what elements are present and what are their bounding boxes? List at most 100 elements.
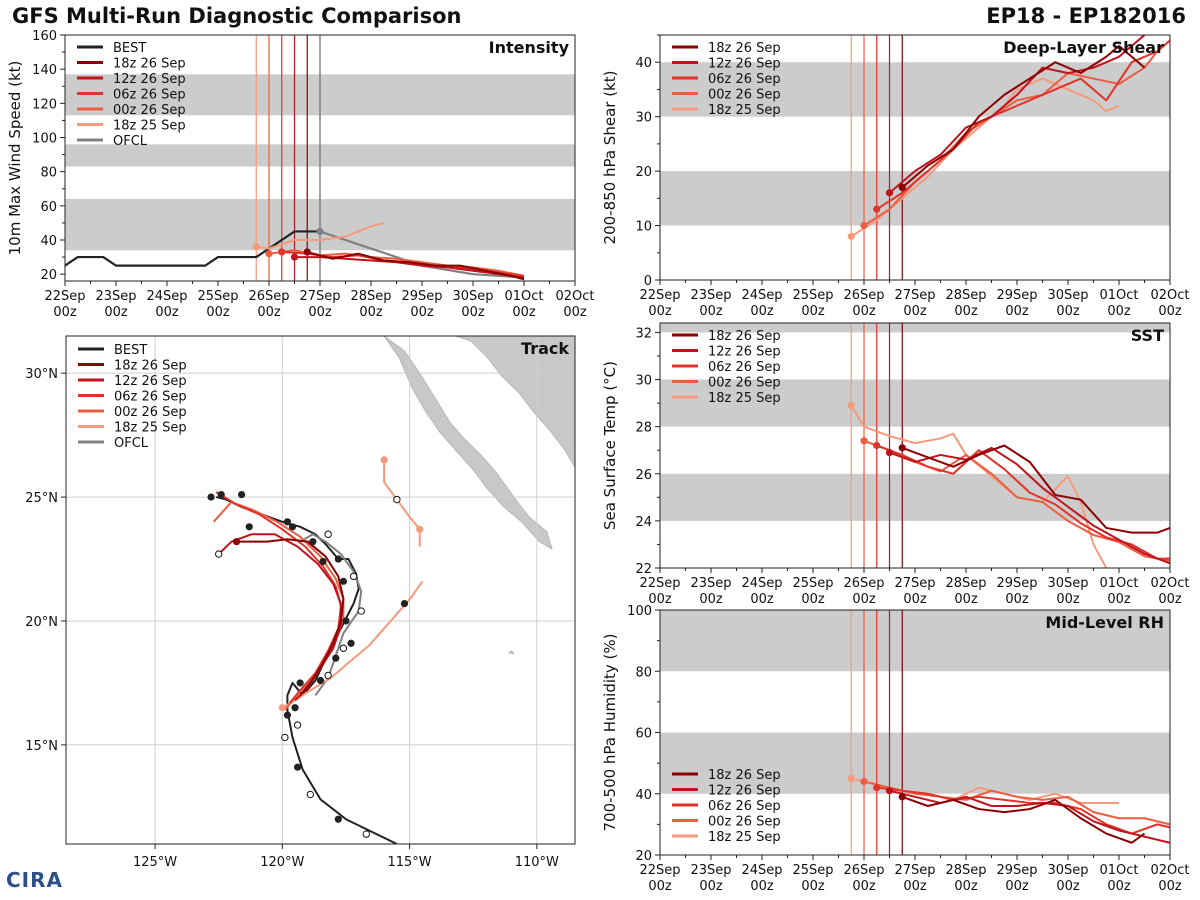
intensity-xtick-sublabel: 00z [257,305,281,320]
intensity-xtick-label: 01Oct [504,289,543,304]
intensity-legend-label: 18z 26 Sep [113,57,186,72]
intensity-legend-label: OFCL [113,134,148,149]
track-filled-marker [339,577,348,585]
track-filled-marker [232,538,241,546]
rh-init-marker [873,784,881,792]
rh-xtick-label: 24Sep [741,863,782,878]
rh-xtick-sublabel: 00z [750,879,774,894]
intensity-xtick-sublabel: 00z [155,305,179,320]
shear-legend-label: 12z 26 Sep [708,57,781,72]
sst-xtick-sublabel: 00z [1056,592,1080,607]
shear-legend-label: 00z 26 Sep [708,88,781,103]
track-lat-label: 20°N [25,615,58,630]
track-filled-marker [245,523,253,531]
intensity-ytick-label: 160 [32,29,57,44]
sst-xtick-sublabel: 00z [1107,592,1131,607]
intensity-xtick-sublabel: 00z [410,305,434,320]
track-legend-label: BEST [114,343,147,358]
shear-xtick-label: 24Sep [741,288,782,303]
sst-init-marker [847,401,855,410]
sst-ytick-label: 26 [635,468,652,483]
shear-legend-label: 18z 26 Sep [708,41,781,56]
rh-band [660,610,1170,672]
shear-ytick-label: 30 [635,111,652,126]
intensity-xtick-label: 27Sep [299,289,340,304]
storm-id: EP18 - EP182016 [986,4,1186,28]
shear-init-marker [873,205,881,213]
rh-xtick-sublabel: 00z [852,879,876,894]
shear-series-12z-26-sep [888,35,1146,194]
sst-legend-label: 00z 26 Sep [708,376,781,391]
sst-init-marker [860,437,868,445]
intensity-xtick-label: 24Sep [146,289,187,304]
rh-series-18z-26-sep [901,795,1146,844]
sst-xtick-label: 28Sep [945,576,986,591]
intensity-xtick-sublabel: 00z [461,305,485,320]
intensity-legend-label: 18z 25 Sep [113,119,186,134]
sst-xtick-label: 30Sep [1047,576,1088,591]
track-legend-label: 12z 26 Sep [114,374,187,389]
intensity-xtick-label: 23Sep [95,289,136,304]
intensity-xtick-label: 26Sep [248,289,289,304]
shear-init-marker [847,232,855,241]
sst-xtick-label: 01Oct [1099,576,1138,591]
track-open-marker [393,495,401,504]
intensity-xtick-label: 22Sep [44,289,85,304]
sst-series-18z-26-sep [901,444,1170,534]
rh-xtick-label: 29Sep [996,863,1037,878]
shear-init-marker [898,183,906,192]
intensity-ylabel: 10m Max Wind Speed (kt) [6,61,24,256]
rh-xtick-sublabel: 00z [1005,879,1029,894]
rh-xtick-sublabel: 00z [954,879,978,894]
rh-xtick-sublabel: 00z [699,879,723,894]
shear-xtick-sublabel: 00z [648,304,672,319]
rh-ytick-label: 40 [635,788,652,803]
track-open-marker [339,644,348,652]
intensity-ytick-label: 40 [40,234,57,249]
track-open-marker [306,790,315,799]
rh-legend-label: 06z 26 Sep [708,799,781,814]
track-open-marker [362,830,371,838]
track-filled-marker [380,456,388,464]
shear-xtick-sublabel: 00z [1005,304,1029,319]
intensity-xtick-sublabel: 00z [512,305,536,320]
shear-legend-label: 06z 26 Sep [708,72,781,87]
intensity-title: Intensity [489,38,570,57]
intensity-init-marker [316,227,324,236]
intensity-init-marker [303,248,311,256]
sst-series-12z-26-sep [889,446,1170,565]
shear-xtick-label: 02Oct [1150,288,1189,303]
sst-band [660,323,1170,333]
track-open-marker [281,733,289,742]
intensity-xtick-label: 25Sep [197,289,238,304]
rh-xtick-sublabel: 00z [648,879,672,894]
track-lon-label: 110°W [515,855,559,870]
sst-xtick-label: 25Sep [792,576,833,591]
sst-xtick-sublabel: 00z [648,592,672,607]
shear-xtick-label: 01Oct [1099,288,1138,303]
rh-band [660,732,1170,794]
rh-legend-label: 12z 26 Sep [708,784,781,799]
rh-xtick-sublabel: 00z [801,879,825,894]
sst-xtick-label: 24Sep [741,576,782,591]
intensity-legend-label: 00z 26 Sep [113,103,186,118]
track-18z-26-sep [236,538,345,696]
intensity-xtick-sublabel: 00z [563,305,587,320]
track-filled-marker [334,815,342,823]
shear-series-18z-26-sep [901,44,1146,189]
track-frame [65,335,576,845]
track-filled-marker [291,704,299,712]
intensity-init-marker [265,250,273,258]
track-filled-marker [319,557,327,566]
rh-ytick-label: 80 [635,665,652,680]
intensity-ytick-label: 60 [40,200,57,215]
shear-xtick-label: 29Sep [996,288,1037,303]
sst-xtick-sublabel: 00z [750,592,774,607]
